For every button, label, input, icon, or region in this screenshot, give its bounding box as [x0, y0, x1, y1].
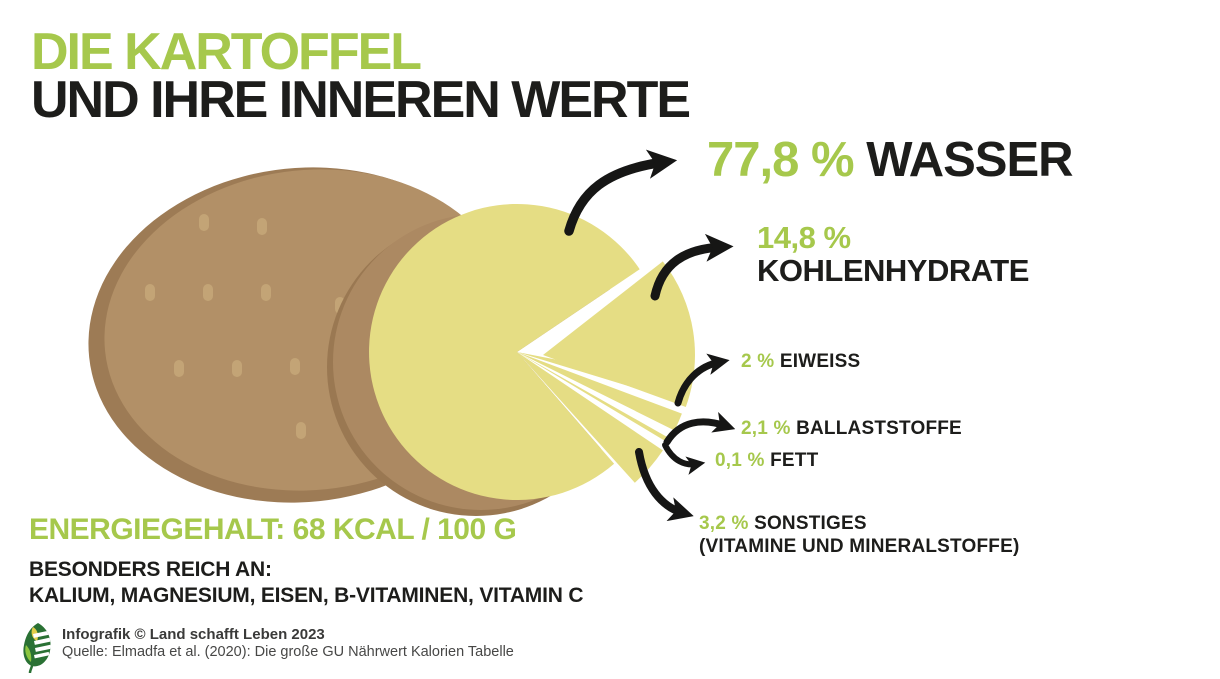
energy-line: ENERGIEGEHALT: 68 KCAL / 100 G — [29, 513, 517, 546]
label-fett: 0,1 % FETT — [715, 449, 818, 472]
label-ballaststoffe-value: 2,1 % — [741, 418, 791, 439]
label-wasser-value: 77,8 % — [707, 133, 855, 187]
pie-slice-sonstiges — [517, 352, 663, 483]
rich-in-items: KALIUM, MAGNESIUM, EISEN, B-VITAMINEN, V… — [29, 584, 584, 607]
page-title-line1: DIE KARTOFFEL — [31, 23, 422, 81]
arrow-wasser-icon — [564, 149, 678, 236]
label-kohlenhydrate: 14,8 % KOHLENHYDRATE — [757, 221, 1029, 287]
label-sonstiges: 3,2 % SONSTIGES (VITAMINE UND MINERALSTO… — [699, 512, 1020, 558]
label-eiweiss: 2 % EIWEISS — [741, 350, 860, 373]
label-fett-value: 0,1 % — [715, 450, 765, 471]
label-sonstiges-value: 3,2 % — [699, 513, 749, 534]
page-title-line2: UND IHRE INNEREN WERTE — [31, 71, 691, 129]
rich-in-heading: BESONDERS REICH AN: — [29, 558, 272, 581]
label-eiweiss-name: EIWEISS — [779, 351, 861, 372]
label-sonstiges-name: SONSTIGES — [754, 513, 867, 534]
footer-source: Quelle: Elmadfa et al. (2020): Die große… — [62, 644, 514, 660]
label-sonstiges-sub: (VITAMINE UND MINERALSTOFFE) — [699, 536, 1020, 557]
rich-in-block: BESONDERS REICH AN: KALIUM, MAGNESIUM, E… — [29, 557, 583, 609]
label-wasser-name: WASSER — [866, 133, 1073, 187]
arrow-sonstiges-icon — [635, 448, 694, 522]
label-kohlenhydrate-value: 14,8 % — [757, 220, 851, 255]
label-wasser: 77,8 % WASSER — [707, 133, 1074, 187]
arrow-kohlenhydrate-icon — [650, 233, 734, 301]
label-eiweiss-value: 2 % — [741, 351, 775, 372]
land-schafft-leben-logo-icon — [23, 623, 51, 673]
pie-slice-wasser — [369, 203, 640, 500]
arrow-ballaststoffe-icon — [663, 411, 736, 446]
label-kohlenhydrate-name: KOHLENHYDRATE — [757, 253, 1029, 288]
label-ballaststoffe: 2,1 % BALLASTSTOFFE — [741, 417, 962, 440]
pie-slice-fett — [517, 352, 671, 443]
pie-slice-ballaststoffe — [517, 352, 682, 431]
label-ballaststoffe-name: BALLASTSTOFFE — [796, 418, 962, 439]
arrow-eiweiss-icon — [674, 353, 730, 407]
label-fett-name: FETT — [770, 450, 819, 471]
arrow-fett-icon — [662, 442, 706, 475]
footer-credit: Infografik © Land schafft Leben 2023 — [62, 626, 325, 643]
